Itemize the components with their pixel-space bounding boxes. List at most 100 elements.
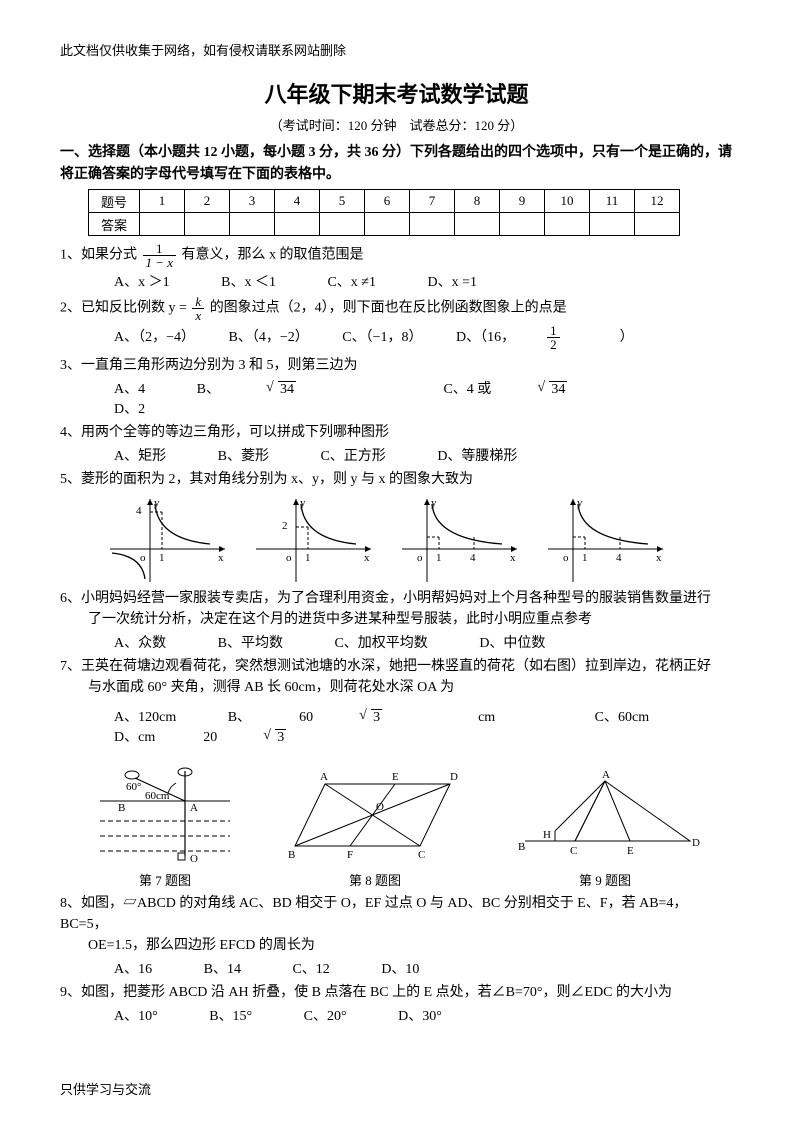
q7-opt-d: D、cm 203: [114, 726, 382, 746]
figures-row: 60° 60cm B A O 第 7 题图 A E D B F C O 第 8 …: [90, 766, 733, 889]
q8-opt-b: B、14: [204, 958, 241, 978]
q1-opt-c: C、x ≠1: [327, 271, 376, 291]
svg-text:4: 4: [136, 505, 142, 517]
svg-text:1: 1: [159, 552, 165, 564]
svg-text:4: 4: [616, 552, 622, 564]
svg-text:C: C: [570, 845, 577, 857]
q4-opt-b: B、菱形: [218, 445, 269, 465]
q1-fraction: 11 − x: [143, 242, 177, 269]
q9-opt-c: C、20°: [304, 1005, 347, 1025]
q7-opt-b: B、603 cm: [228, 706, 543, 726]
svg-text:60°: 60°: [126, 781, 141, 793]
q6-opt-b: B、平均数: [218, 632, 283, 652]
answer-grid: 题号 1 2 3 4 5 6 7 8 9 10 11 12 答案: [88, 189, 680, 236]
section-1-instructions: 一、选择题（本小题共 12 小题，每小题 3 分，共 36 分）下列各题给出的四…: [60, 142, 733, 185]
svg-text:E: E: [627, 845, 634, 857]
grid-ans-5: [320, 213, 365, 236]
question-6: 6、小明妈妈经营一家服装专卖店，为了合理利用资金，小明帮妈妈对上个月各种型号的服…: [60, 588, 733, 630]
grid-row2-label: 答案: [89, 213, 140, 236]
grid-ans-12: [635, 213, 680, 236]
question-8: 8、如图，▱ABCD 的对角线 AC、BD 相交于 O，EF 过点 O 与 AD…: [60, 893, 733, 956]
q3-options: A、4 B、34 C、4 或 34 D、2: [114, 378, 733, 418]
grid-col-2: 2: [185, 190, 230, 213]
q1-text-b: 有意义，那么 x 的取值范围是: [182, 248, 364, 263]
grid-ans-11: [590, 213, 635, 236]
question-3: 3、一直角三角形两边分别为 3 和 5，则第三边为: [60, 355, 733, 376]
grid-ans-7: [410, 213, 455, 236]
q8-options: A、16 B、14 C、12 D、10: [114, 958, 733, 978]
q9-options: A、10° B、15° C、20° D、30°: [114, 1005, 733, 1025]
grid-col-12: 12: [635, 190, 680, 213]
q2-text-a: 2、已知反比例数 y =: [60, 301, 190, 316]
q3-opt-a: A、4: [114, 378, 145, 398]
q5-graphs: y x o 1 4 y x o 1 2 y x o 1 4: [100, 494, 733, 584]
q2-options: A、（2，−4） B、（4，−2） C、（−1，8） D、（16，12）: [114, 324, 733, 351]
svg-text:B: B: [118, 802, 125, 814]
q8-opt-a: A、16: [114, 958, 152, 978]
q3-opt-b: B、34: [197, 378, 392, 398]
svg-text:C: C: [418, 849, 425, 861]
figure-9: A B H C E D 第 9 题图: [510, 766, 700, 889]
q2-opt-d: D、（16，12）: [456, 324, 664, 351]
q7-line1: 7、王英在荷塘边观看荷花，突然想测试池塘的水深，她把一株竖直的荷花（如右图）拉到…: [60, 659, 711, 674]
grid-col-1: 1: [140, 190, 185, 213]
q4-opt-d: D、等腰梯形: [437, 445, 517, 465]
svg-text:B: B: [518, 841, 525, 853]
q9-opt-a: A、10°: [114, 1005, 158, 1025]
svg-text:A: A: [320, 771, 328, 783]
svg-text:x: x: [656, 552, 662, 564]
grid-ans-4: [275, 213, 320, 236]
q8-opt-c: C、12: [292, 958, 329, 978]
q5-graph-c: y x o 1 4: [392, 494, 522, 584]
svg-text:1: 1: [436, 552, 442, 564]
svg-text:60cm: 60cm: [145, 790, 170, 802]
question-7: 7、王英在荷塘边观看荷花，突然想测试池塘的水深，她把一株竖直的荷花（如右图）拉到…: [60, 656, 733, 698]
grid-col-8: 8: [455, 190, 500, 213]
q1-text-a: 1、如果分式: [60, 248, 141, 263]
question-9: 9、如图，把菱形 ABCD 沿 AH 折叠，使 B 点落在 BC 上的 E 点处…: [60, 982, 733, 1003]
q1-opt-b: B、x ＜1: [221, 271, 276, 291]
question-2: 2、已知反比例数 y = kx 的图象过点（2，4），则下面也在反比例函数图象上…: [60, 295, 733, 322]
svg-text:A: A: [602, 769, 610, 781]
svg-text:O: O: [190, 853, 198, 865]
svg-text:D: D: [450, 771, 458, 783]
grid-row1-label: 题号: [89, 190, 140, 213]
q9-opt-b: B、15°: [209, 1005, 252, 1025]
figure-7-caption: 第 7 题图: [90, 870, 240, 889]
grid-col-11: 11: [590, 190, 635, 213]
q5-graph-a: y x o 1 4: [100, 494, 230, 584]
grid-ans-2: [185, 213, 230, 236]
svg-text:o: o: [286, 552, 292, 564]
q1-options: A、x ＞1 B、x ＜1 C、x ≠1 D、x =1: [114, 271, 733, 291]
q8-line1: 8、如图，▱ABCD 的对角线 AC、BD 相交于 O，EF 过点 O 与 AD…: [60, 896, 687, 932]
svg-text:4: 4: [470, 552, 476, 564]
svg-text:2: 2: [282, 520, 288, 532]
grid-col-7: 7: [410, 190, 455, 213]
svg-text:o: o: [140, 552, 146, 564]
grid-ans-8: [455, 213, 500, 236]
q6-opt-d: D、中位数: [479, 632, 545, 652]
q2-fraction: kx: [192, 295, 204, 322]
q7-opt-c: C、60cm: [595, 706, 649, 726]
header-note: 此文档仅供收集于网络，如有侵权请联系网站删除: [60, 40, 733, 59]
q7-line2: 与水面成 60° 夹角，测得 AB 长 60cm，则荷花处水深 OA 为: [88, 680, 454, 695]
svg-text:x: x: [510, 552, 516, 564]
grid-col-6: 6: [365, 190, 410, 213]
svg-text:x: x: [364, 552, 370, 564]
footer-note: 只供学习与交流: [60, 1079, 151, 1098]
svg-text:D: D: [692, 837, 700, 849]
question-4: 4、用两个全等的等边三角形，可以拼成下列哪种图形: [60, 422, 733, 443]
q5-graph-d: y x o 1 4: [538, 494, 668, 584]
exam-subtitle: （考试时间：120 分钟 试卷总分：120 分）: [60, 115, 733, 134]
q2-opt-c: C、（−1，8）: [342, 326, 422, 346]
figure-8-caption: 第 8 题图: [280, 870, 470, 889]
question-5: 5、菱形的面积为 2，其对角线分别为 x、y，则 y 与 x 的图象大致为: [60, 469, 733, 490]
svg-text:o: o: [417, 552, 423, 564]
figure-7: 60° 60cm B A O 第 7 题图: [90, 766, 240, 889]
svg-text:E: E: [392, 771, 399, 783]
q3-opt-c: C、4 或 34: [443, 378, 663, 398]
q6-options: A、众数 B、平均数 C、加权平均数 D、中位数: [114, 632, 733, 652]
q1-opt-a: A、x ＞1: [114, 271, 170, 291]
grid-ans-10: [545, 213, 590, 236]
svg-text:x: x: [218, 552, 224, 564]
